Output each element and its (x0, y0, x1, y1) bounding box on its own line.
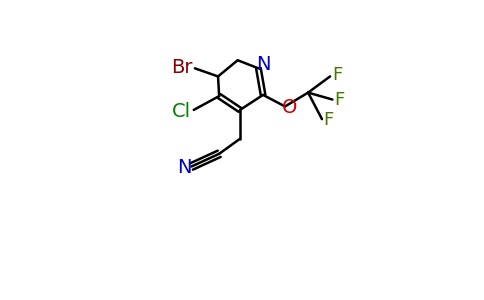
Text: F: F (332, 66, 342, 84)
Text: N: N (256, 56, 271, 74)
Text: Cl: Cl (171, 102, 191, 121)
Text: F: F (334, 91, 345, 109)
Text: Br: Br (171, 58, 193, 77)
Text: N: N (177, 158, 192, 177)
Text: F: F (323, 111, 333, 129)
Text: O: O (282, 98, 297, 117)
